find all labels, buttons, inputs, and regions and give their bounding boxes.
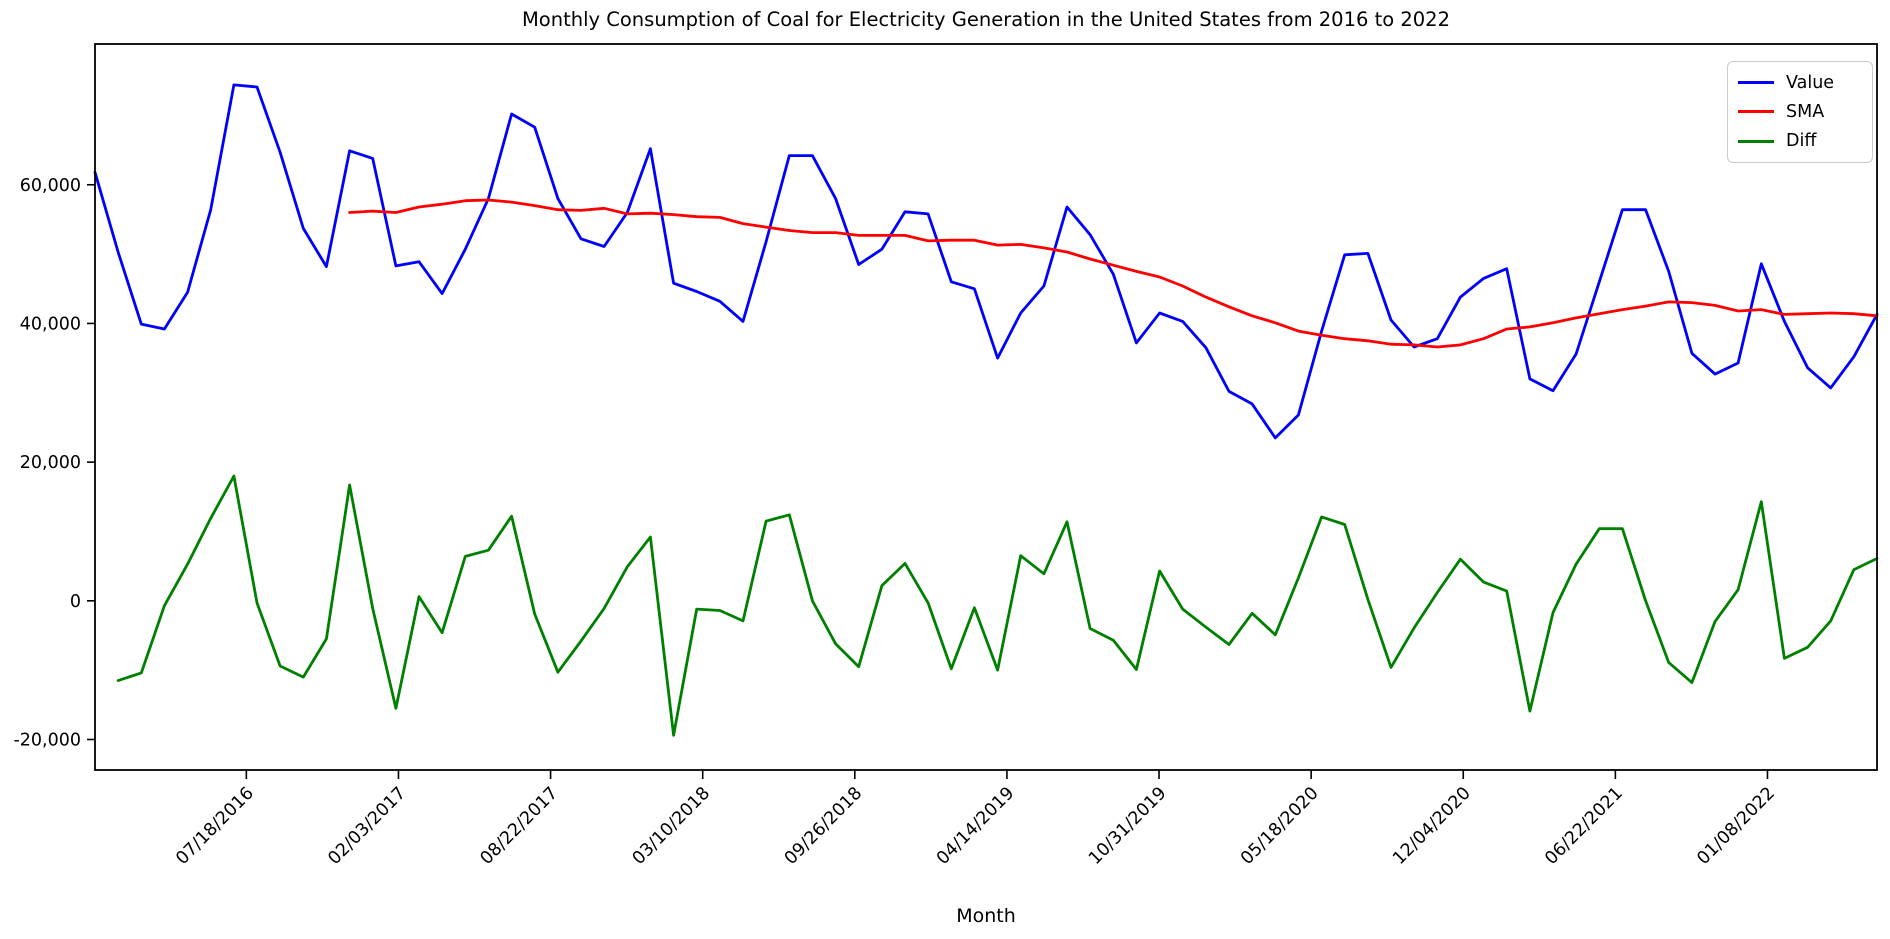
legend-label: Diff <box>1786 131 1817 152</box>
legend-label: Value <box>1786 72 1835 93</box>
x-tick-label: 09/26/2018 <box>781 783 866 868</box>
chart-title: Monthly Consumption of Coal for Electric… <box>521 8 1450 31</box>
y-tick-label: -20,000 <box>13 730 81 750</box>
x-tick-label: 08/22/2017 <box>477 783 562 868</box>
x-axis-label: Month <box>956 905 1016 927</box>
x-tick-label: 05/18/2020 <box>1237 783 1322 868</box>
x-tick-label: 06/22/2021 <box>1541 783 1626 868</box>
legend-item-value: Value <box>1738 73 1862 93</box>
y-tick-label: 20,000 <box>20 453 81 473</box>
x-tick-label: 04/14/2019 <box>933 783 1018 868</box>
x-tick-label: 01/08/2022 <box>1694 783 1779 868</box>
series-line-sma <box>348 198 1879 349</box>
legend-swatch-sma <box>1738 110 1774 114</box>
series-line-diff <box>116 474 1879 737</box>
y-tick-label: 60,000 <box>20 176 81 196</box>
x-tick-label: 10/31/2019 <box>1085 783 1170 868</box>
y-tick-label: 0 <box>70 592 81 612</box>
y-tick-label: 40,000 <box>20 314 81 334</box>
x-tick-label: 02/03/2017 <box>325 783 410 868</box>
x-tick-label: 12/04/2020 <box>1389 783 1474 868</box>
legend: Value SMA Diff <box>1727 61 1873 163</box>
legend-label: SMA <box>1786 101 1825 122</box>
legend-item-sma: SMA <box>1738 102 1862 122</box>
plot-border <box>94 43 1878 771</box>
legend-item-diff: Diff <box>1738 131 1862 151</box>
series-line-value <box>93 83 1879 440</box>
legend-swatch-diff <box>1738 139 1774 143</box>
x-tick-label: 03/10/2018 <box>629 783 714 868</box>
legend-swatch-value <box>1738 81 1774 85</box>
x-tick-label: 07/18/2016 <box>172 783 257 868</box>
